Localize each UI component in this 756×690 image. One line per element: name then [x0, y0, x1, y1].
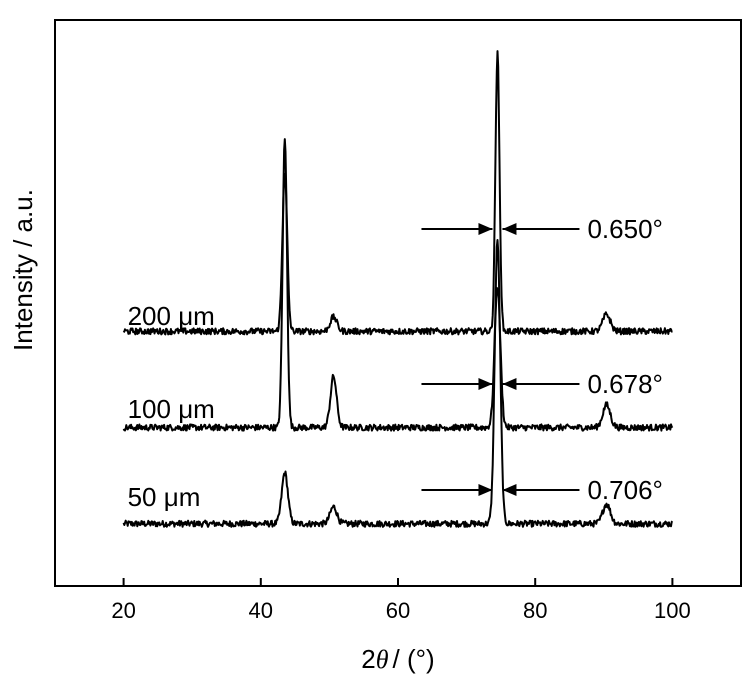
series-line-1: [122, 138, 674, 432]
fwhm-left-arrow-0-head: [478, 484, 493, 496]
fwhm-right-arrow-0-head: [502, 484, 517, 496]
y-axis-label: Intensity / a.u.: [8, 189, 38, 351]
x-axis-label-suffix: / (°): [393, 644, 435, 674]
x-tick-label: 60: [386, 598, 410, 623]
x-tick-label: 100: [654, 598, 691, 623]
x-axis-label-symbol: θ: [376, 645, 389, 674]
x-tick-label: 40: [249, 598, 273, 623]
x-axis-label-prefix: 2: [361, 644, 375, 674]
series-label-2: 200 μm: [128, 301, 215, 331]
x-tick-label: 20: [111, 598, 135, 623]
series-label-0: 50 μm: [128, 482, 201, 512]
fwhm-label-1: 0.678°: [587, 369, 662, 399]
x-axis-label: 2θ / (°): [361, 644, 434, 674]
fwhm-left-arrow-1-head: [478, 378, 493, 390]
series-line-0: [122, 239, 674, 528]
series-labels: 50 μm 100 μm 200 μm: [128, 301, 215, 512]
fwhm-right-arrow-2-head: [502, 223, 517, 235]
fwhm-annotations: 0.706° 0.678° 0.650°: [421, 214, 663, 505]
x-tick-label: 80: [523, 598, 547, 623]
fwhm-label-0: 0.706°: [587, 475, 662, 505]
fwhm-left-arrow-2-head: [478, 223, 493, 235]
fwhm-right-arrow-1-head: [502, 378, 517, 390]
series-lines: [122, 50, 674, 528]
series-line-2: [122, 50, 673, 336]
fwhm-label-2: 0.650°: [587, 214, 662, 244]
x-axis-ticks: 20 40 60 80 100: [111, 578, 691, 623]
series-label-1: 100 μm: [128, 394, 215, 424]
